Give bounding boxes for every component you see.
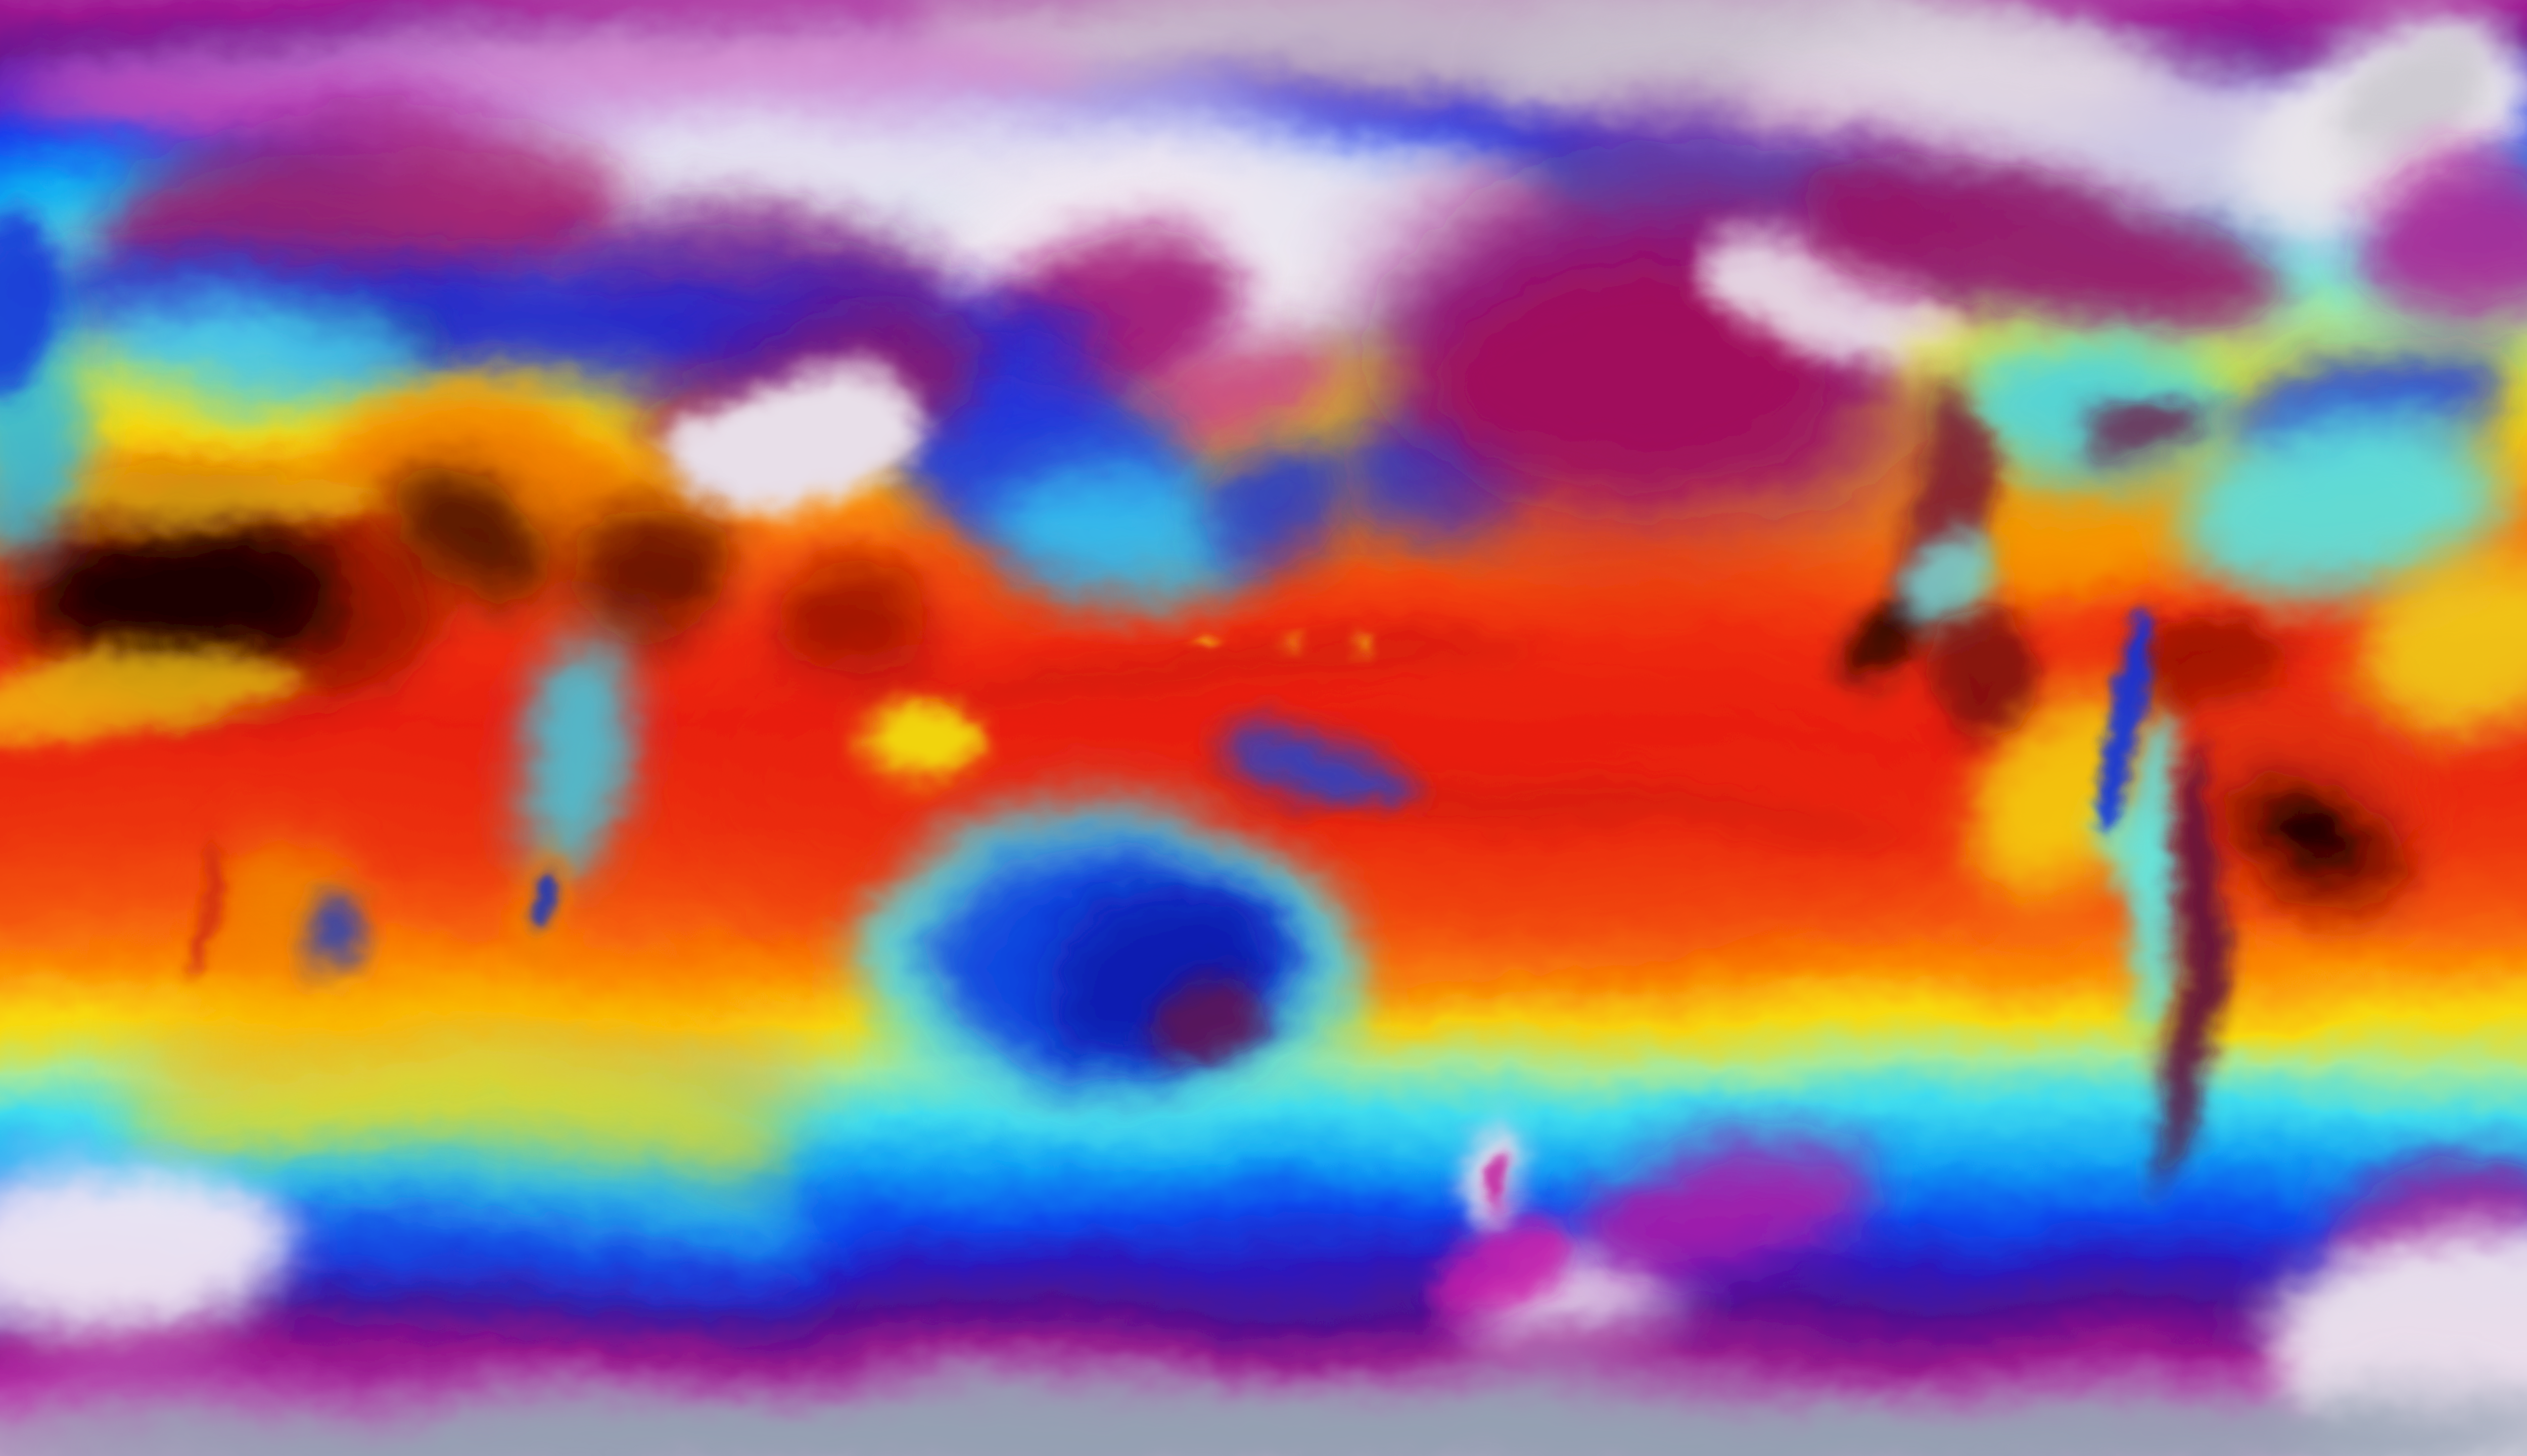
displaced-map-layers	[0, 0, 2527, 1456]
region-india-darkred	[567, 505, 725, 635]
region-australia-maroon-se	[1155, 985, 1260, 1066]
global-temperature-map	[0, 0, 2527, 1456]
region-itcz-island-dot-1	[1199, 637, 1224, 649]
region-itcz-island-dot-3	[1341, 645, 1362, 657]
temperature-heatmap-svg	[0, 0, 2527, 1456]
region-brazil-black-core	[2281, 809, 2352, 862]
region-borneo-yellow	[853, 697, 972, 790]
region-itcz-island-dot-2	[1272, 642, 1290, 652]
region-medcoast-yellow	[32, 471, 383, 528]
